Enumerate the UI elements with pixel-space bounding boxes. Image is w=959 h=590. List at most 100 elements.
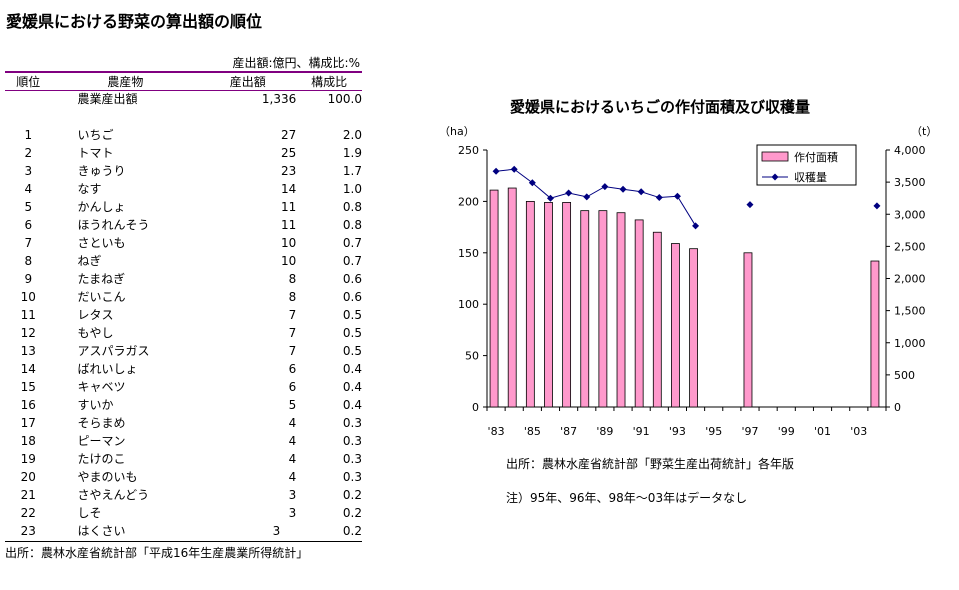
right-tick-label: 1,000	[894, 337, 926, 350]
table-row: 21 さやえんどう 3 0.2	[5, 486, 362, 504]
bar-'92	[652, 231, 662, 408]
point-'91	[637, 188, 645, 196]
x-tick-label: '01	[814, 425, 831, 438]
left-tick-label: 50	[465, 350, 479, 363]
cell-rank: 4	[24, 182, 33, 196]
table-row: 10 だいこん 8 0.6	[5, 288, 362, 306]
cell-rank: 19	[20, 452, 36, 466]
table-row: 5 かんしょ 11 0.8	[5, 198, 362, 216]
right-tick-label: 3,000	[894, 208, 926, 221]
bar-'85	[525, 200, 535, 408]
cell-rank: 13	[20, 344, 36, 358]
left-tick-label: 100	[458, 298, 479, 311]
point-'84	[510, 165, 518, 173]
cell-value: 23	[280, 164, 297, 178]
cell-value: 3	[288, 506, 297, 520]
cell-rank: 21	[20, 488, 36, 502]
bar-'83	[489, 189, 499, 408]
x-tick-label: '97	[741, 425, 758, 438]
cell-rank: 23	[20, 524, 36, 538]
cell-rank: 10	[20, 290, 36, 304]
point-'90	[619, 185, 627, 193]
cell-product: かんしょ	[77, 200, 126, 214]
cell-product: キャベツ	[77, 380, 126, 394]
header-product: 農産物	[107, 75, 144, 89]
cell-product: いちご	[77, 128, 114, 142]
cell-product: たまねぎ	[77, 272, 126, 286]
cell-product: もやし	[77, 326, 114, 340]
table-row: 1 いちご 27 2.0	[5, 126, 362, 144]
total-label: 農業産出額	[77, 92, 138, 106]
cell-rank: 12	[20, 326, 36, 340]
page-title: 愛媛県における野菜の算出額の順位	[6, 12, 263, 31]
cell-product: だいこん	[77, 290, 126, 304]
cell-share: 0.4	[342, 398, 362, 412]
cell-rank: 1	[24, 128, 33, 142]
chart-title: 愛媛県におけるいちごの作付面積及び収穫量	[510, 98, 811, 116]
table-top-rule	[5, 71, 362, 73]
chart-source: 出所：農林水産省統計部「野菜生産出荷統計」各年版	[506, 457, 795, 471]
cell-product: ねぎ	[77, 254, 102, 268]
point-'92	[655, 194, 663, 202]
cell-product: さといも	[77, 236, 126, 250]
header-share: 構成比	[311, 75, 348, 89]
point-'93	[673, 192, 681, 200]
cell-product: レタス	[77, 308, 114, 322]
bar-'90	[616, 212, 626, 408]
bar-'93	[671, 243, 680, 408]
cell-share: 0.4	[342, 362, 362, 376]
table-row: 3 きゅうり 23 1.7	[5, 162, 362, 180]
cell-share: 0.2	[342, 524, 362, 538]
cell-rank: 15	[20, 380, 36, 394]
cell-product: ほうれんそう	[77, 218, 150, 232]
bar-'91	[634, 219, 644, 408]
right-tick-label: 2,500	[894, 240, 926, 253]
bar-'88	[580, 210, 590, 408]
cell-product: きゅうり	[77, 164, 126, 178]
point-'97	[746, 201, 754, 209]
table-row: 19 たけのこ 4 0.3	[5, 450, 362, 468]
header-rank: 順位	[16, 75, 41, 89]
legend-bar-label: 作付面積	[794, 150, 838, 164]
cell-value: 7	[288, 326, 297, 340]
point-'87	[565, 189, 573, 197]
cell-share: 0.6	[342, 290, 362, 304]
table-unit: 産出額:億円、構成比:%	[232, 56, 361, 70]
table-row: 18 ピーマン 4 0.3	[5, 432, 362, 450]
cell-value: 7	[288, 308, 297, 322]
cell-value: 3	[272, 524, 281, 538]
cell-product: やまのいも	[77, 470, 138, 484]
cell-rank: 11	[20, 308, 36, 322]
cell-value: 11	[280, 200, 297, 214]
table-row: 17 そらまめ 4 0.3	[5, 414, 362, 432]
cell-product: そらまめ	[77, 416, 126, 430]
cell-value: 3	[288, 488, 297, 502]
x-tick-label: '89	[596, 425, 613, 438]
cell-value: 4	[288, 434, 297, 448]
cell-share: 0.5	[342, 326, 362, 340]
right-tick-label: 0	[894, 401, 901, 414]
x-tick-label: '83	[488, 425, 505, 438]
cell-rank: 6	[24, 218, 33, 232]
cell-product: すいか	[77, 398, 114, 412]
table-row: 16 すいか 5 0.4	[5, 396, 362, 414]
table-row: 4 なす 14 1.0	[5, 180, 362, 198]
cell-value: 6	[288, 380, 297, 394]
x-tick-label: '95	[705, 425, 722, 438]
x-tick-label: '91	[633, 425, 650, 438]
cell-value: 8	[288, 272, 297, 286]
cell-rank: 16	[20, 398, 36, 412]
table-bottom-rule	[5, 541, 362, 542]
total-row: 農業産出額 1,336 100.0	[5, 90, 362, 108]
bar-'84	[507, 187, 517, 408]
bar-'94	[689, 248, 698, 408]
left-tick-label: 0	[472, 401, 479, 414]
cell-value: 5	[288, 398, 297, 412]
cell-value: 7	[288, 344, 297, 358]
cell-share: 0.5	[342, 344, 362, 358]
cell-share: 0.7	[342, 254, 362, 268]
left-tick-label: 250	[458, 144, 479, 157]
cell-product: ばれいしょ	[77, 362, 138, 376]
cell-rank: 9	[24, 272, 33, 286]
table-row: 7 さといも 10 0.7	[5, 234, 362, 252]
